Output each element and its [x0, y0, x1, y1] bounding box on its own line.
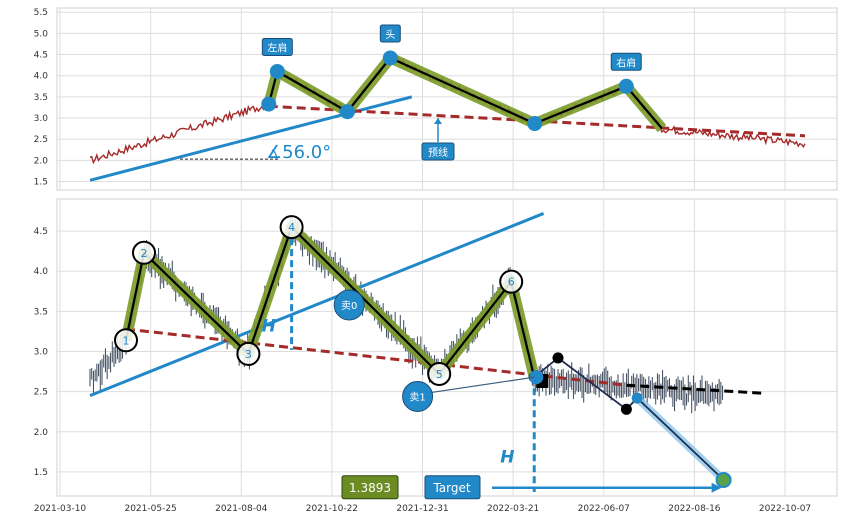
top-y-tick-label: 2.5 — [34, 135, 48, 145]
pivot-number-circle — [236, 341, 261, 366]
bottom-pattern-overlay: H H 1 2 3 4 5 6 卖0 卖1 1.3893 Target — [89, 212, 764, 500]
top-y-tick-label: 4.5 — [34, 51, 48, 61]
pivot-number-label: 3 — [245, 348, 252, 361]
axis-ticks: 1.5 2.0 2.5 3.0 3.5 4.0 4.5 5.0 5.5 1.5 2.0 2.5 3.0 3… — [34, 8, 811, 514]
top-pivot-label: 左肩 — [267, 41, 287, 54]
sell-connector — [431, 376, 535, 394]
target-arrow-head — [711, 482, 722, 493]
top-y-tick-label: 5.0 — [34, 29, 49, 39]
pivot-number-circle — [427, 361, 452, 386]
sell-marker — [402, 380, 434, 412]
top-pivot-label-box — [261, 37, 293, 56]
top-pivot-label: 头 — [385, 29, 395, 41]
bottom-y-tick-label: 3.0 — [34, 348, 49, 358]
pivot-number-label: 2 — [141, 247, 148, 260]
x-tick-label: 2021-05-25 — [124, 504, 176, 514]
bottom-y-tick-label: 4.5 — [34, 227, 48, 237]
pivot-number-label: 1 — [123, 334, 130, 347]
x-tick-label: 2022-10-07 — [759, 504, 811, 514]
breakout-circle — [529, 370, 544, 385]
pivot-number-label: 4 — [288, 221, 295, 234]
top-pivot-marker — [269, 63, 285, 79]
top-pivot-marker — [339, 104, 355, 120]
x-tick-label: 2021-03-10 — [34, 504, 87, 514]
top-y-tick-label: 1.5 — [34, 178, 48, 188]
trend-angle-label: ∡56.0° — [266, 142, 331, 163]
top-y-tick-label: 4.0 — [34, 72, 49, 82]
pivot-number-circle — [114, 328, 138, 353]
top-pivot-label-box — [379, 24, 401, 43]
top-pivot-label: 右肩 — [616, 56, 636, 69]
projection-point — [715, 471, 732, 488]
projection-point — [552, 352, 564, 364]
bottom-y-tick-label: 4.0 — [34, 267, 49, 277]
sell-label: 卖1 — [409, 391, 425, 403]
top-y-tick-label: 5.5 — [34, 8, 48, 18]
x-tick-label: 2022-06-07 — [578, 504, 630, 514]
top-y-tick-label: 2.0 — [34, 156, 49, 166]
bottom-plot-area — [56, 198, 838, 497]
target-value-label: 1.3893 — [349, 481, 391, 495]
top-y-tick-label: 3.0 — [34, 114, 49, 124]
bottom-y-tick-label: 3.5 — [34, 307, 48, 317]
x-tick-label: 2021-10-22 — [306, 504, 358, 514]
x-tick-label: 2022-03-21 — [487, 504, 539, 514]
target-box — [424, 475, 481, 500]
bottom-neckline-extension — [626, 383, 764, 395]
top-pivot-marker — [382, 50, 398, 66]
bottom-y-tick-label: 2.0 — [34, 428, 49, 438]
top-pivot-marker — [261, 96, 277, 112]
bottom-y-tick-label: 1.5 — [34, 468, 48, 478]
top-y-tick-label: 3.5 — [34, 93, 48, 103]
x-tick-label: 2022-08-16 — [668, 504, 721, 514]
projection-point — [631, 392, 643, 404]
grid-lines — [57, 8, 837, 496]
pivot-number-label: 5 — [436, 368, 443, 381]
pivot-number-circle — [132, 240, 156, 265]
bottom-y-tick-label: 2.5 — [34, 388, 48, 398]
annotation-label: 预线 — [428, 146, 448, 159]
pivot-number-circle — [499, 269, 524, 294]
bottom-trend-line — [89, 212, 545, 398]
x-tick-label: 2021-12-31 — [396, 504, 448, 514]
sell-label: 卖0 — [341, 300, 357, 312]
pivot-number-label: 6 — [508, 276, 515, 289]
measure-label: H — [262, 316, 276, 336]
top-pivot-marker — [618, 78, 634, 94]
projection-point — [620, 403, 632, 415]
annotation-arrow-head — [434, 118, 442, 125]
top-plot-area — [56, 7, 838, 191]
top-pivot-marker — [527, 116, 543, 132]
target-value-box — [341, 475, 399, 500]
pivot-number-circle — [279, 215, 304, 240]
x-tick-label: 2021-08-04 — [215, 504, 268, 514]
top-pivot-label-box — [610, 52, 642, 71]
measure-label: H — [500, 447, 514, 467]
annotation-box — [421, 142, 455, 161]
sell-marker — [333, 289, 365, 321]
target-label: Target — [432, 481, 470, 495]
